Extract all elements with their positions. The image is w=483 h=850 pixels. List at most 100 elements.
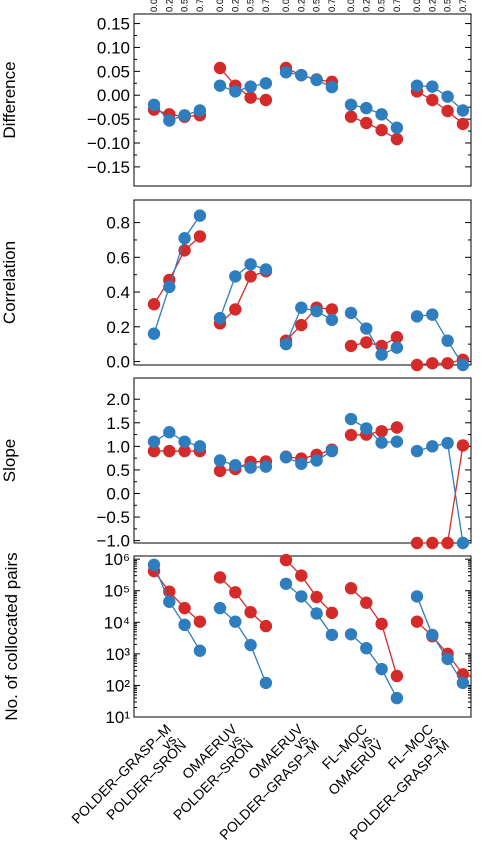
series-line	[285, 67, 333, 83]
data-point	[213, 61, 227, 75]
data-point	[229, 303, 242, 316]
data-point	[213, 454, 227, 467]
data-point	[193, 230, 207, 243]
data-point	[426, 440, 439, 453]
data-point	[426, 536, 439, 550]
data-point	[295, 68, 308, 82]
top-tick-label: 0.00	[346, 0, 357, 12]
data-point	[279, 66, 293, 79]
data-point	[410, 444, 424, 458]
data-point	[325, 313, 339, 327]
data-point	[456, 104, 470, 117]
data-point	[193, 104, 207, 117]
data-point	[244, 605, 257, 619]
data-point	[310, 454, 323, 467]
data-point	[426, 308, 439, 321]
series-line	[285, 307, 332, 342]
data-point	[375, 123, 388, 137]
data-point	[410, 590, 424, 603]
data-point	[344, 339, 358, 353]
data-point	[375, 617, 388, 631]
series-line	[285, 71, 333, 88]
top-tick-label: 0.00	[281, 0, 292, 12]
series-line	[219, 67, 267, 101]
data-point	[163, 595, 176, 608]
data-point	[229, 459, 242, 472]
series-line	[350, 587, 398, 677]
series-line	[350, 633, 398, 699]
y-axis-label: Correlation	[0, 241, 19, 324]
data-point	[456, 358, 470, 372]
series-line	[219, 82, 267, 93]
data-point	[213, 79, 227, 92]
data-point	[410, 310, 424, 323]
data-point	[344, 98, 358, 111]
top-tick-label: 0.50	[377, 0, 388, 12]
data-point	[441, 536, 454, 550]
y-axis-label: Difference	[0, 61, 19, 138]
data-point	[310, 607, 323, 620]
top-tick-label: 0.50	[246, 0, 257, 12]
data-point	[390, 421, 404, 434]
data-point	[360, 336, 373, 349]
data-point	[229, 615, 242, 628]
y-tick-label: 10²	[105, 676, 130, 695]
data-point	[178, 109, 191, 122]
series-line	[219, 263, 267, 319]
series-line	[153, 215, 201, 334]
y-tick-label: 0.2	[106, 318, 130, 337]
data-point	[193, 209, 207, 222]
y-tick-label: 10⁶	[104, 550, 130, 569]
data-point	[375, 348, 388, 361]
data-point	[244, 461, 257, 474]
data-point	[344, 110, 358, 123]
data-point	[390, 121, 404, 134]
y-tick-label: 1.5	[106, 414, 130, 433]
data-point	[410, 615, 424, 628]
top-tick-label: 0.75	[195, 0, 206, 12]
data-point	[213, 464, 227, 478]
data-point	[244, 258, 257, 271]
data-point	[441, 436, 454, 450]
y-tick-label: 0.0	[106, 485, 130, 504]
data-point	[310, 304, 323, 318]
data-point	[390, 132, 404, 146]
data-point	[259, 676, 273, 690]
top-tick-label: 0.50	[180, 0, 191, 12]
series-line	[219, 460, 266, 472]
data-point	[390, 669, 404, 683]
plot-frame	[133, 13, 472, 187]
data-point	[163, 114, 176, 127]
plot-frame	[133, 377, 472, 544]
data-point	[193, 644, 207, 657]
data-point	[390, 331, 404, 344]
data-point	[244, 638, 257, 652]
series-line	[219, 577, 267, 627]
data-point	[344, 412, 358, 426]
y-tick-label: 0.5	[106, 461, 130, 480]
data-point	[360, 641, 373, 655]
y-tick-label: 0.00	[97, 86, 130, 105]
y-tick-label: 10¹	[105, 708, 130, 727]
top-tick-label: 0.25	[427, 0, 438, 12]
top-tick-label: 0.25	[164, 0, 175, 12]
data-point	[441, 652, 454, 666]
y-tick-label: 0.4	[106, 283, 130, 302]
y-tick-label: 0.05	[97, 62, 130, 81]
data-point	[178, 601, 191, 615]
series-line	[416, 85, 464, 111]
data-point	[390, 341, 404, 354]
data-point	[163, 280, 176, 294]
data-point	[147, 558, 161, 572]
series-line	[416, 621, 464, 675]
data-point	[325, 628, 339, 642]
data-point	[410, 536, 424, 550]
series-line	[153, 104, 201, 122]
data-point	[147, 298, 161, 311]
series-line	[153, 431, 201, 447]
data-point	[375, 425, 388, 438]
data-point	[410, 79, 424, 92]
data-point	[244, 270, 257, 283]
y-tick-label: 0.6	[106, 248, 130, 267]
data-point	[344, 628, 358, 641]
